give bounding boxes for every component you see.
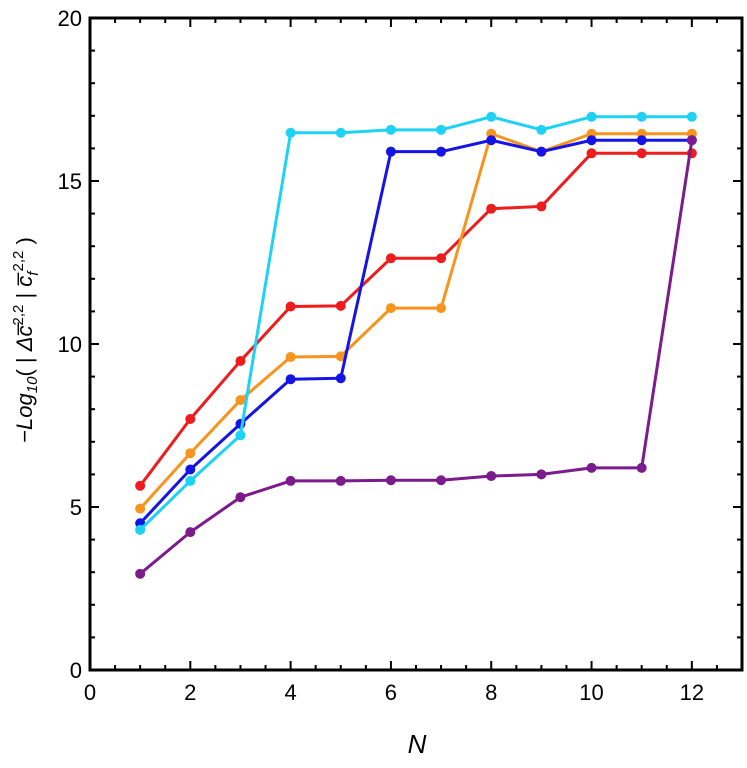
data-point [486,135,497,146]
data-point [285,127,296,138]
ylabel-log-sub: 10 [24,376,41,393]
data-point [636,111,647,122]
data-point [385,253,396,264]
data-point [135,568,146,579]
y-tick-label: 20 [58,6,82,31]
y-axis-title-group: −Log10( | Δc̅2,2 | c̅f2,2 ) [10,237,42,443]
data-point [385,124,396,135]
data-point [536,201,547,212]
data-point [135,524,146,535]
data-point [486,203,497,214]
data-point [686,135,697,146]
data-point [436,253,447,264]
ylabel-prefix: − [12,430,37,443]
data-point [335,351,346,362]
data-point [486,111,497,122]
data-point [486,471,497,482]
data-point [385,303,396,314]
ylabel-sup: 2,2 [10,305,27,326]
series-5 [135,135,697,579]
y-tick-label: 0 [70,658,82,683]
data-point [235,355,246,366]
data-point [335,373,346,384]
x-tick-label: 0 [84,680,96,705]
data-point [436,124,447,135]
data-point [185,464,196,475]
series-line [138,151,692,487]
ylabel-delta: Δ [12,337,37,353]
data-point [335,475,346,486]
ylabel-sup2: 2,2 [10,251,27,272]
series-line [139,132,692,510]
data-point [385,146,396,157]
data-point [686,111,697,122]
ylabel-slash: | [12,287,37,305]
series-1 [135,148,697,491]
data-point [185,448,196,459]
y-tick-label: 5 [70,495,82,520]
ylabel-c2-sub: f [25,270,42,276]
x-tick-label: 12 [680,680,704,705]
data-point [436,475,447,486]
data-point [385,475,396,486]
series-line [139,115,692,531]
data-point [135,503,146,514]
data-point [135,480,146,491]
data-point [335,127,346,138]
series-line [139,140,694,575]
x-tick-label: 10 [579,680,603,705]
ylabel-log: Log [12,392,37,429]
series-line [139,138,692,525]
y-tick-label: 15 [58,169,82,194]
data-point [586,148,597,159]
axes: 0 2 4 6 8 10 12 0 5 10 15 20 [58,6,744,705]
data-point [235,430,246,441]
data-point [285,301,296,312]
data-point [285,374,296,385]
x-tick-label: 6 [385,680,397,705]
data-point [185,413,196,424]
ylabel-close: ) [12,237,37,250]
data-point [235,395,246,406]
data-point [235,492,246,503]
data-point [636,148,647,159]
data-point [636,462,647,473]
data-point [285,352,296,363]
x-axis-title: N [408,729,427,759]
data-point [536,146,547,157]
data-point [185,527,196,538]
data-point [536,469,547,480]
data-point [185,475,196,486]
y-axis-title: −Log10( | Δc̅2,2 | c̅f2,2 ) [10,237,42,443]
data-point [436,146,447,157]
data-point [285,475,296,486]
data-point [335,300,346,311]
y-tick-label: 10 [58,332,82,357]
data-point [586,462,597,473]
x-tick-label: 4 [284,680,296,705]
series-4 [135,111,697,535]
data-point [636,135,647,146]
x-tick-label: 2 [184,680,196,705]
data-point [586,135,597,146]
series-layer [135,111,697,579]
data-point [536,124,547,135]
ylabel-open: ( | [12,351,37,376]
x-tick-label: 8 [485,680,497,705]
data-point [586,111,597,122]
data-point [436,303,447,314]
